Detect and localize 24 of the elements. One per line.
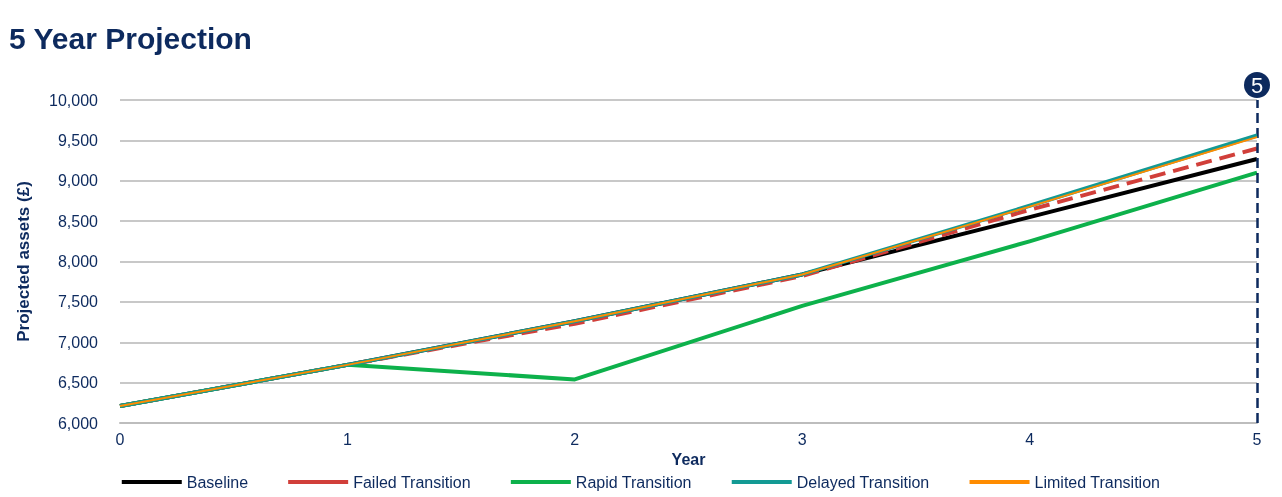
x-tick-label: 2: [570, 430, 580, 448]
legend-label: Failed Transition: [353, 473, 471, 491]
legend-label: Baseline: [186, 473, 249, 491]
legend-label: Limited Transition: [1034, 473, 1160, 491]
chart-title: 5 Year Projection: [9, 21, 252, 55]
x-axis-title: Year: [671, 451, 706, 469]
y-tick-label: 6,000: [57, 414, 99, 432]
y-tick-label: 10,000: [49, 91, 99, 109]
x-tick-label: 5: [1252, 430, 1262, 448]
y-axis-title: Projected assets (£): [14, 181, 33, 342]
x-tick-label: 4: [1025, 430, 1035, 448]
y-tick-label: 7,000: [57, 333, 99, 351]
y-tick-label: 6,500: [57, 374, 99, 392]
x-tick-label: 3: [797, 430, 807, 448]
ref-line-label: 5: [1250, 72, 1264, 98]
x-tick-label: 1: [342, 430, 352, 448]
legend-label: Rapid Transition: [575, 473, 692, 491]
legend-label: Delayed Transition: [796, 473, 930, 491]
y-tick-label: 7,500: [57, 293, 99, 311]
y-tick-label: 9,000: [57, 172, 99, 190]
y-tick-label: 8,000: [57, 253, 99, 270]
y-tick-label: 9,500: [57, 131, 99, 149]
x-tick-label: 0: [115, 430, 125, 448]
y-tick-label: 8,500: [57, 212, 99, 230]
